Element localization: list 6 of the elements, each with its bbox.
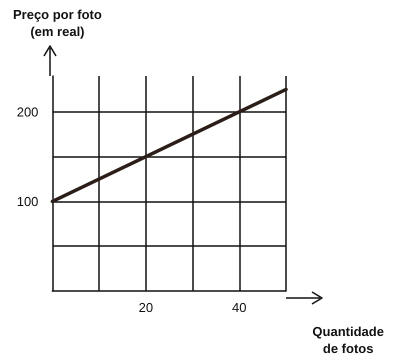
- x-axis-title: Quantidade de fotos: [312, 324, 384, 356]
- y-tick-label: 100: [16, 194, 38, 209]
- y-axis-title: Preço por foto (em real): [12, 7, 102, 39]
- x-tick-label: 20: [138, 300, 154, 315]
- x-tick-label: 40: [232, 300, 247, 315]
- y-tick-label: 200: [16, 104, 38, 120]
